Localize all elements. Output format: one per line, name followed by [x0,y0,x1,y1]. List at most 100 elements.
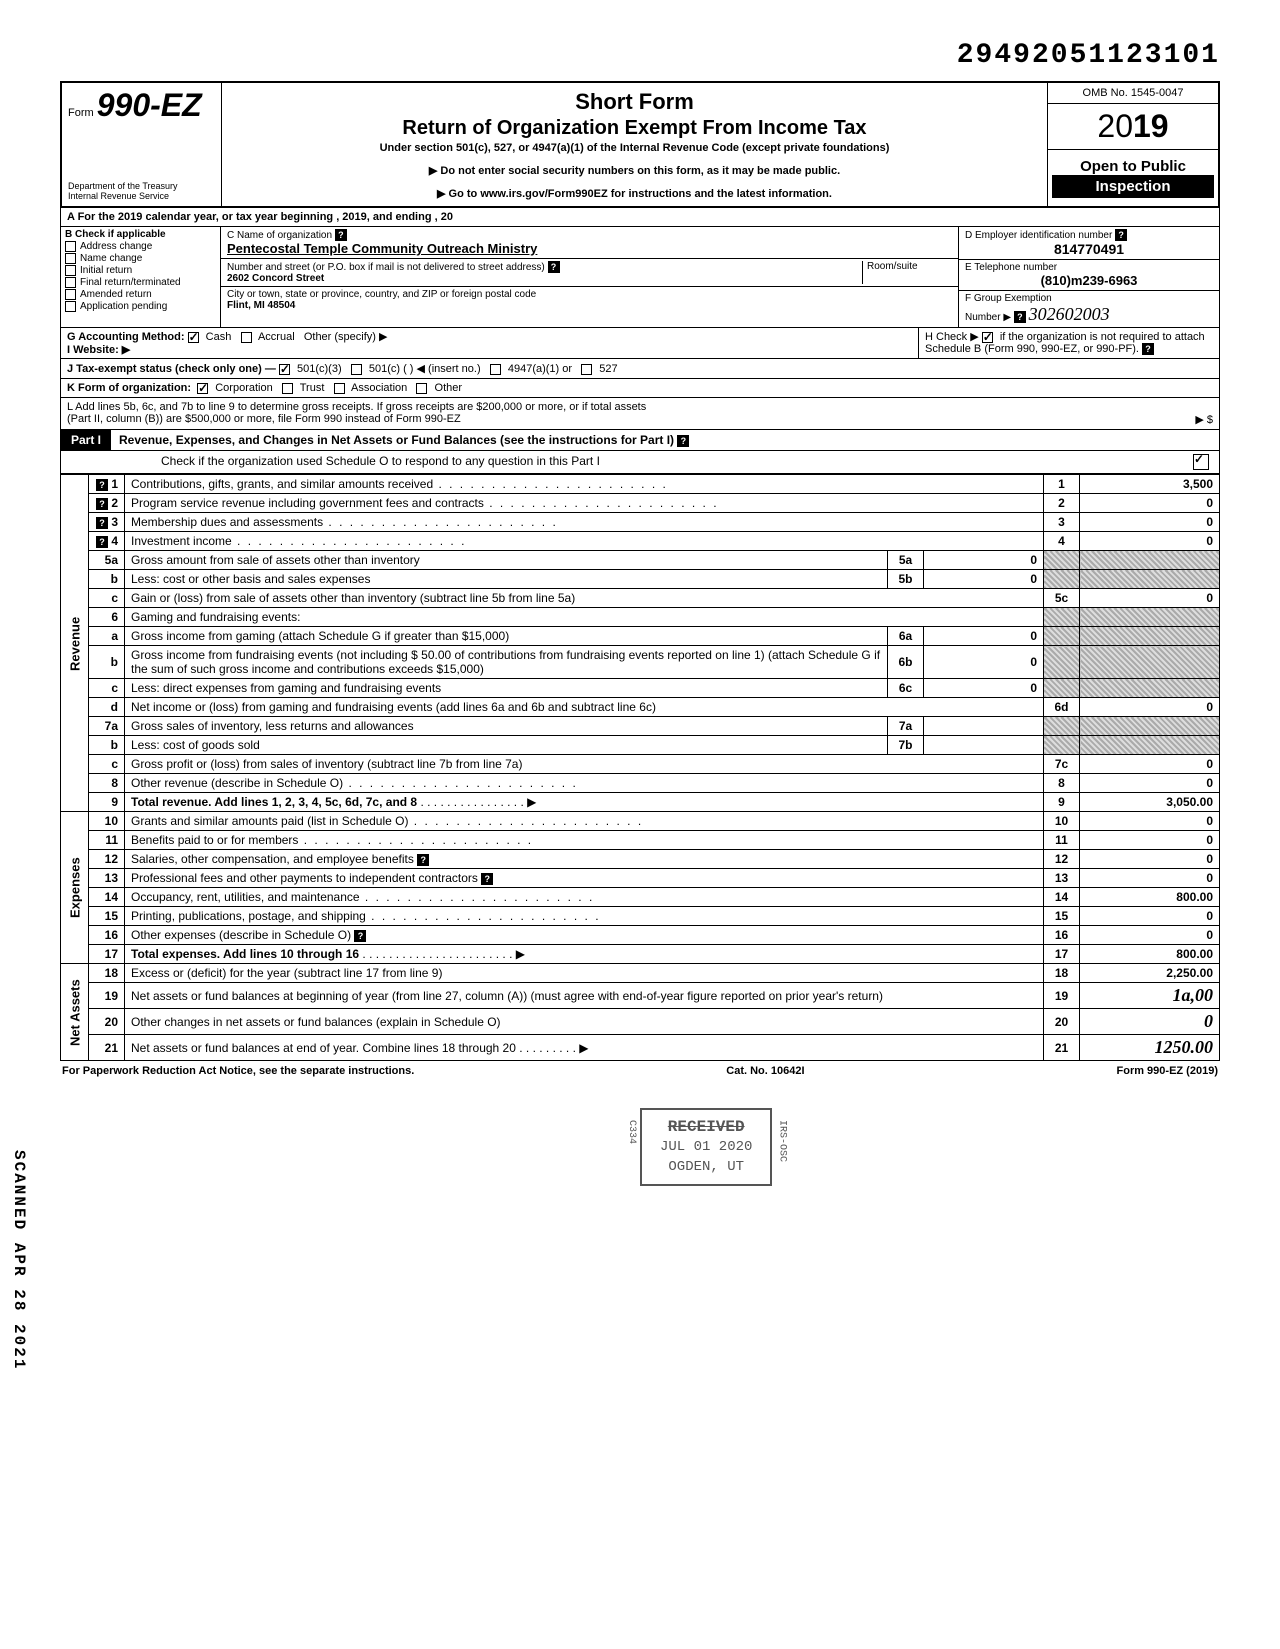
check-association[interactable] [334,383,345,394]
open-public-text: Open to Public [1052,158,1214,175]
label-trust: Trust [300,382,325,394]
label-form-org: K Form of organization: [67,382,191,394]
check-initial-return[interactable]: Initial return [65,265,216,276]
rows-ghi: G Accounting Method: Cash Accrual Other … [60,328,1220,359]
line-8-num: 8 [89,774,125,793]
check-schedule-b-not-required[interactable] [982,332,993,343]
check-final-return[interactable]: Final return/terminated [65,277,216,288]
received-stamp: RECEIVED JUL 01 2020 OGDEN, UT C334 IRS-… [640,1108,772,1186]
check-527[interactable] [581,364,592,375]
help-icon[interactable]: ? [96,498,108,510]
shaded-cell [1080,736,1220,755]
help-icon[interactable]: ? [1115,229,1127,241]
line-7a-inner-val [924,717,1044,736]
check-name-change[interactable]: Name change [65,253,216,264]
check-501c[interactable] [351,364,362,375]
line-5c-num: c [89,589,125,608]
help-icon[interactable]: ? [677,435,689,447]
help-icon[interactable]: ? [417,854,429,866]
line-5b-inner-val: 0 [924,570,1044,589]
help-icon[interactable]: ? [96,517,108,529]
shaded-cell [1080,717,1220,736]
line-17-box: 17 [1044,945,1080,964]
check-schedule-o[interactable] [1193,454,1209,470]
stamp-location: OGDEN, UT [660,1158,752,1178]
check-corporation[interactable] [197,383,208,394]
line-2-num: 2 [111,496,118,510]
label-number: Number ▶ [965,312,1011,323]
line-7a-desc: Gross sales of inventory, less returns a… [125,717,888,736]
label-other-specify: Other (specify) ▶ [304,331,388,343]
line-8-box: 8 [1044,774,1080,793]
line-6b-inner-num: 6b [888,646,924,679]
shaded-cell [1044,551,1080,570]
line-7c-value: 0 [1080,755,1220,774]
check-accrual[interactable] [241,332,252,343]
label-association: Association [351,382,407,394]
check-amended-return[interactable]: Amended return [65,289,216,300]
short-form-title: Short Form [230,89,1039,115]
check-other-org[interactable] [416,383,427,394]
help-icon[interactable]: ? [354,930,366,942]
check-trust[interactable] [282,383,293,394]
shaded-cell [1080,627,1220,646]
footer-paperwork: For Paperwork Reduction Act Notice, see … [62,1065,414,1077]
line-6d-box: 6d [1044,698,1080,717]
help-icon[interactable]: ? [1014,311,1026,323]
section-expenses: Expenses [61,812,89,964]
line-6a-inner-num: 6a [888,627,924,646]
line-7c-desc: Gross profit or (loss) from sales of inv… [125,755,1044,774]
line-3-desc: Membership dues and assessments [125,513,1044,532]
label-application-pending: Application pending [80,301,167,312]
department: Department of the Treasury Internal Reve… [68,182,215,202]
line-4-value: 0 [1080,532,1220,551]
help-icon[interactable]: ? [481,873,493,885]
scanned-stamp: SCANNED APR 28 2021 [10,1150,28,1370]
label-final-return: Final return/terminated [80,277,181,288]
help-icon[interactable]: ? [96,479,108,491]
check-501c3[interactable] [279,364,290,375]
row-i-website: I Website: ▶ [67,343,912,356]
help-icon[interactable]: ? [96,536,108,548]
col-b-checkboxes: B Check if applicable Address change Nam… [61,227,221,327]
row-g-accounting: G Accounting Method: Cash Accrual Other … [67,330,912,343]
label-accrual: Accrual [258,331,295,343]
footer-form-ref: Form 990-EZ (2019) [1117,1065,1218,1077]
check-4947[interactable] [490,364,501,375]
help-icon[interactable]: ? [335,229,347,241]
help-icon[interactable]: ? [548,261,560,273]
line-19-value: 1a,00 [1173,985,1214,1005]
line-9-num: 9 [89,793,125,812]
check-cash[interactable] [188,332,199,343]
label-website: I Website: ▶ [67,344,130,356]
check-address-change[interactable]: Address change [65,241,216,252]
help-icon[interactable]: ? [1142,343,1154,355]
line-19-num: 19 [89,983,125,1009]
line-15-value: 0 [1080,907,1220,926]
line-12-box: 12 [1044,850,1080,869]
label-room-suite: Room/suite [862,261,952,284]
line-6d-desc: Net income or (loss) from gaming and fun… [125,698,1044,717]
line-10-value: 0 [1080,812,1220,831]
row-k-form-organization: K Form of organization: Corporation Trus… [60,379,1220,398]
instructions-link: ▶ Go to www.irs.gov/Form990EZ for instru… [230,187,1039,200]
line-6c-inner-val: 0 [924,679,1044,698]
form-prefix: Form [68,107,94,119]
line-15-num: 15 [89,907,125,926]
label-527: 527 [599,363,617,375]
line-11-num: 11 [89,831,125,850]
line-15-desc: Printing, publications, postage, and shi… [125,907,1044,926]
col-b-title: B Check if applicable [65,229,216,240]
phone-value: (810)m239-6963 [965,273,1213,288]
schedule-o-check: Check if the organization used Schedule … [60,451,1220,474]
line-6d-num: d [89,698,125,717]
line-5b-num: b [89,570,125,589]
line-19-box: 19 [1044,983,1080,1009]
line-15-box: 15 [1044,907,1080,926]
stamp-received: RECEIVED [660,1116,752,1138]
check-application-pending[interactable]: Application pending [65,301,216,312]
ssn-warning: ▶ Do not enter social security numbers o… [230,164,1039,177]
line-6b-desc: Gross income from fundraising events (no… [125,646,888,679]
form-number: Form 990-EZ [68,87,215,124]
line-6a-desc: Gross income from gaming (attach Schedul… [125,627,888,646]
